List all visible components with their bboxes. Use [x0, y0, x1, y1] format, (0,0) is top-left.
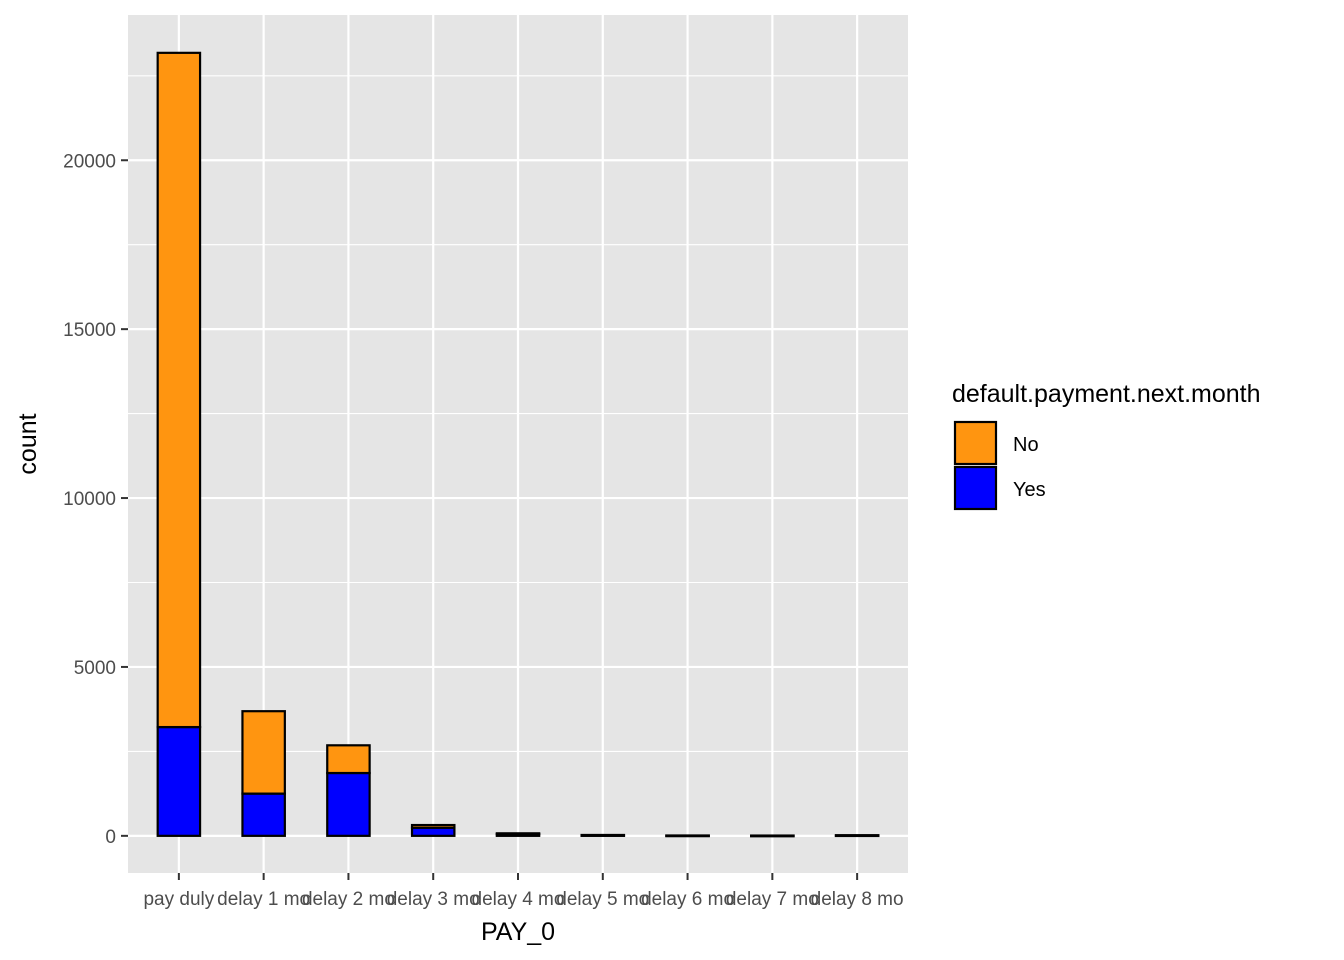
bar-no-8 — [750, 834, 795, 838]
bar-no-9 — [834, 834, 880, 837]
y-axis-title: count — [14, 413, 42, 474]
legend-key-yes — [953, 465, 998, 511]
bar-no-1 — [156, 51, 202, 729]
legend-label-no: No — [1013, 434, 1039, 456]
legend-key-no — [953, 420, 998, 466]
bar-no-6 — [580, 833, 626, 837]
bar-yes-2 — [241, 792, 286, 837]
legend: default.payment.next.month No Yes — [952, 380, 1261, 511]
y-tick-label: 15000 — [63, 320, 116, 341]
y-tick-label: 5000 — [74, 658, 116, 679]
y-axis: 0 5000 10000 15000 20000 — [63, 151, 128, 848]
legend-label-yes: Yes — [1013, 479, 1046, 501]
legend-items: No Yes — [953, 420, 1046, 511]
bar-no-3 — [326, 744, 371, 775]
x-tick-label: delay 8 mo — [811, 889, 904, 910]
bar-yes-3 — [326, 771, 371, 837]
bar-yes-4 — [410, 826, 456, 837]
x-tick-label: delay 1 mo — [217, 889, 310, 910]
x-tick-label: delay 3 mo — [387, 889, 480, 910]
bar-yes-1 — [156, 725, 202, 837]
y-tick-label: 0 — [105, 827, 116, 848]
legend-title: default.payment.next.month — [952, 380, 1261, 408]
x-tick-label: delay 5 mo — [556, 889, 649, 910]
x-tick-label: pay duly — [143, 889, 214, 910]
x-tick-label: delay 7 mo — [726, 889, 819, 910]
y-tick-label: 10000 — [63, 489, 116, 510]
bars — [156, 51, 880, 838]
bar-no-7 — [665, 834, 710, 838]
x-tick-label: delay 2 mo — [302, 889, 395, 910]
x-tick-label: delay 4 mo — [472, 889, 565, 910]
x-tick-label: delay 6 mo — [641, 889, 734, 910]
y-tick-label: 20000 — [63, 151, 116, 172]
bar-no-2 — [241, 710, 286, 795]
bar-no-5 — [495, 832, 541, 836]
bar-no-4 — [410, 823, 456, 829]
x-axis-title: PAY_0 — [481, 918, 555, 946]
